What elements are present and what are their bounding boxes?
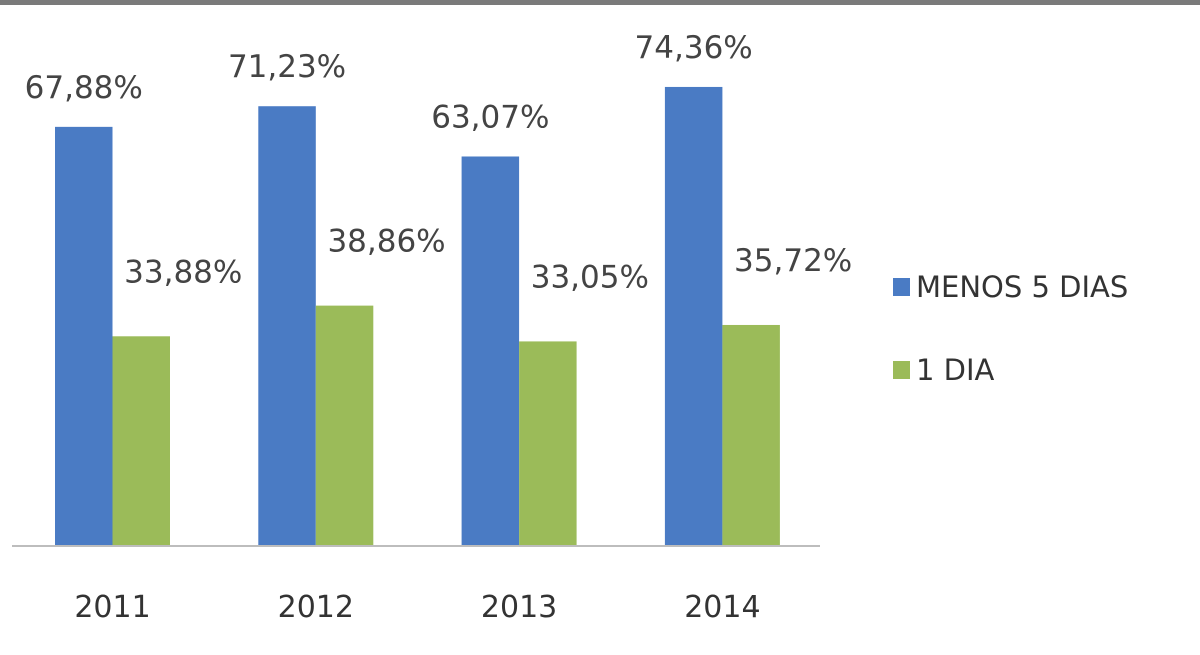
- x-tick-label: 2013: [481, 590, 557, 625]
- data-label: 33,05%: [531, 259, 649, 295]
- data-label: 63,07%: [431, 99, 549, 135]
- data-label: 33,88%: [124, 254, 242, 290]
- bar-menos-5-dias-2014: [664, 86, 723, 546]
- bar-1-dia-2012: [315, 305, 374, 545]
- data-label: 74,36%: [635, 30, 753, 66]
- bar-menos-5-dias-2012: [258, 106, 316, 545]
- data-label: 67,88%: [25, 70, 143, 106]
- x-tick-label: 2014: [684, 590, 760, 625]
- legend-swatch: [893, 278, 910, 296]
- legend-label: MENOS 5 DIAS: [916, 270, 1128, 304]
- legend-swatch: [893, 361, 910, 379]
- x-tick-label: 2011: [74, 590, 150, 625]
- bar-1-dia-2013: [519, 341, 577, 545]
- bar-menos-5-dias-2011: [55, 126, 113, 546]
- bar-menos-5-dias-2013: [461, 156, 520, 545]
- data-label: 71,23%: [228, 49, 346, 85]
- legend-label: 1 DIA: [916, 353, 995, 387]
- top-border: [0, 0, 1200, 5]
- x-tick-label: 2012: [278, 590, 354, 625]
- bar-1-dia-2014: [722, 324, 780, 545]
- bar-1-dia-2011: [112, 336, 170, 545]
- data-label: 35,72%: [734, 243, 852, 279]
- data-label: 38,86%: [327, 224, 445, 260]
